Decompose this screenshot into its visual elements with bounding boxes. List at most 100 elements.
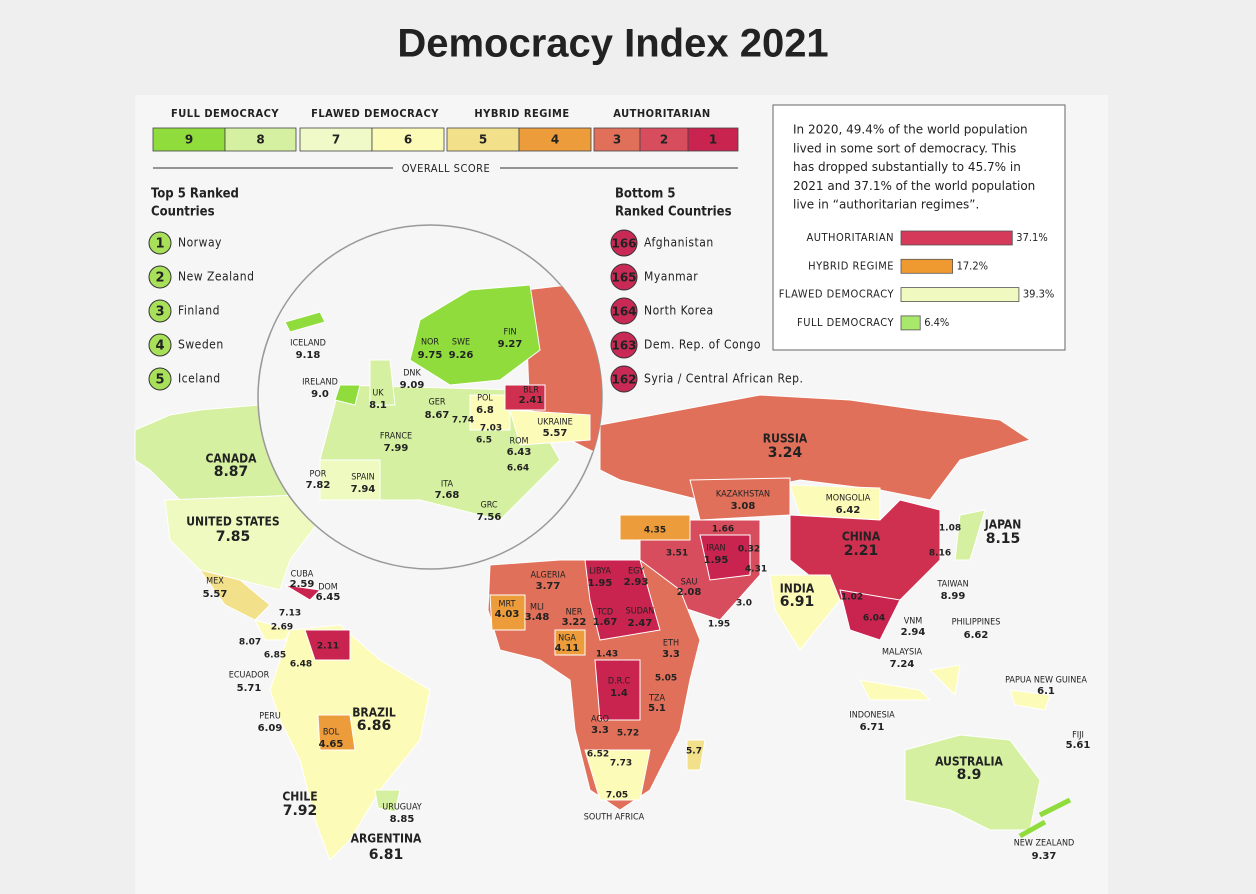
country-score: 8.85: [390, 814, 415, 825]
country-label: SPAIN: [351, 473, 374, 483]
bar-value: 37.1%: [1016, 231, 1047, 244]
country-name: Finland: [178, 304, 220, 318]
rank: 162: [611, 373, 636, 387]
legend-score: 9: [185, 133, 193, 147]
country-name: Syria / Central African Rep.: [644, 372, 803, 386]
country-label: UKRAINE: [537, 418, 573, 428]
country-score: 8.87: [214, 464, 249, 480]
rank-badge: [148, 367, 172, 391]
country-score: 6.52: [587, 750, 609, 760]
list-title: Ranked Countries: [615, 205, 732, 220]
legend-score: 3: [613, 133, 621, 147]
bar-value: 6.4%: [924, 316, 949, 329]
info-text: has dropped substantially to 45.7% in: [793, 160, 1021, 174]
country-score: 5.57: [543, 428, 568, 439]
country-score: 9.09: [400, 380, 425, 391]
country-score: 5.71: [237, 683, 262, 694]
country-name: Iceland: [178, 372, 221, 386]
legend-swatch: [224, 127, 297, 152]
country-label: AGO: [591, 715, 609, 725]
country-label: FRANCE: [380, 432, 412, 442]
europe-inset: [257, 224, 603, 570]
country-score: 2.21: [844, 543, 879, 559]
country-label: CUBA: [291, 570, 314, 580]
country-score: 7.82: [306, 480, 331, 491]
bar-label: HYBRID REGIME: [808, 259, 894, 272]
country-score: 9.26: [449, 350, 474, 361]
country-label: TAIWAN: [936, 580, 968, 590]
country-label: FIN: [503, 328, 516, 338]
country-label: UK: [372, 389, 384, 399]
country-score: 6.43: [507, 447, 532, 458]
country-label: BRAZIL: [352, 706, 396, 720]
country-name: New Zealand: [178, 270, 254, 284]
bar: [900, 287, 1020, 303]
country-score: 7.68: [435, 490, 460, 501]
country-score: 1.95: [708, 620, 730, 630]
country-label: CHINA: [842, 530, 881, 544]
country-score: 9.0: [311, 389, 329, 400]
country-label: ARGENTINA: [351, 832, 422, 846]
country-score: 7.05: [606, 791, 628, 801]
rank-badge: [148, 299, 172, 323]
country-name: Afghanistan: [644, 236, 714, 250]
info-box: [772, 104, 1066, 351]
bar-label: AUTHORITARIAN: [807, 231, 895, 244]
country-score: 9.37: [1032, 851, 1057, 862]
rank-badge: [610, 229, 638, 257]
list-title: Countries: [151, 205, 215, 220]
country-score: 1.02: [841, 593, 863, 603]
country-label: GRC: [480, 501, 497, 511]
country-score: 7.73: [610, 759, 632, 769]
bar-label: FULL DEMOCRACY: [797, 316, 894, 329]
legend-score: 6: [404, 133, 412, 147]
country-label: NGA: [558, 634, 576, 644]
legend-group: FULL DEMOCRACY: [171, 107, 279, 120]
country-score: 7.56: [477, 512, 502, 523]
country-score: 7.99: [384, 443, 409, 454]
country-label: TZA: [648, 694, 665, 704]
country-label: ALGERIA: [531, 571, 566, 581]
country-score: 5.1: [648, 703, 666, 714]
country-score: 8.07: [239, 638, 261, 648]
country-label: POR: [310, 470, 327, 480]
rank-badge: [148, 231, 172, 255]
legend-group: HYBRID REGIME: [474, 107, 569, 120]
country-label: BOL: [323, 728, 340, 738]
country-score: 7.03: [480, 424, 502, 434]
country-score: 6.04: [863, 614, 885, 624]
country-label: IRAN: [706, 544, 725, 554]
country-name: Norway: [178, 236, 222, 250]
country-score: 9.27: [498, 339, 523, 350]
country-score: 8.67: [425, 410, 450, 421]
country-label: CHILE: [282, 790, 317, 804]
country-label: NER: [566, 608, 583, 618]
info-text: 2021 and 37.1% of the world population: [793, 179, 1035, 193]
country-label: SUDAN: [626, 607, 655, 617]
country-score: 1.95: [704, 555, 729, 566]
country-label: KAZAKHSTAN: [716, 490, 770, 500]
country-name: Myanmar: [644, 270, 698, 284]
country-label: GER: [428, 398, 445, 408]
country-label: EGY: [628, 567, 644, 577]
country-score: 3.3: [591, 725, 609, 736]
country-score: 6.09: [258, 723, 283, 734]
country-score: 4.11: [555, 643, 580, 654]
country-label: RUSSIA: [763, 432, 808, 446]
country-score: 3.24: [768, 445, 803, 461]
legend-score: 8: [256, 133, 264, 147]
country-score: 8.15: [986, 531, 1021, 547]
bar: [900, 230, 1013, 246]
bar-value: 39.3%: [1023, 288, 1054, 301]
country-label: UNITED STATES: [186, 515, 279, 529]
country-label: FIJI: [1072, 731, 1084, 741]
country-score: 1.08: [939, 524, 961, 534]
country-label: POL: [477, 394, 493, 404]
country-score: 7.85: [216, 529, 251, 545]
country-label: ETH: [663, 639, 679, 649]
rank-badge: [610, 331, 638, 359]
country-label: JAPAN: [984, 518, 1022, 532]
country-score: 3.48: [525, 612, 550, 623]
info-text: live in “authoritarian regimes”.: [793, 198, 979, 212]
